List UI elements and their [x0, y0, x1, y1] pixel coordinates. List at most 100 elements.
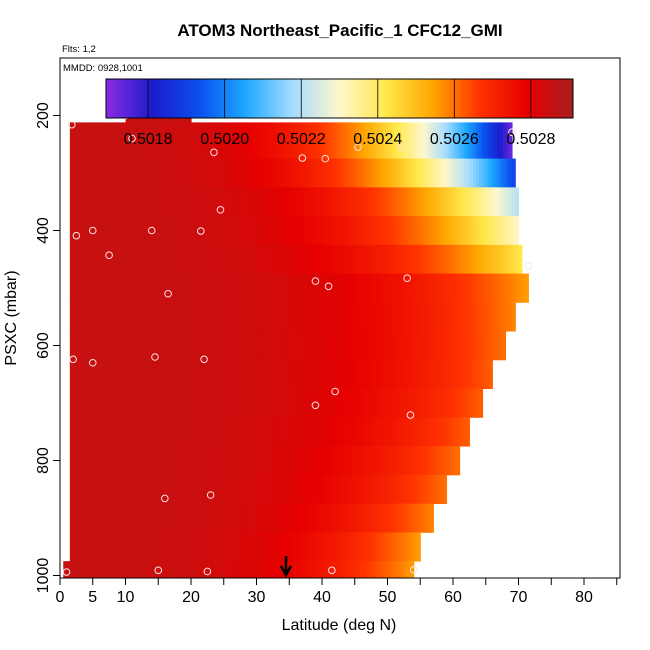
x-tick-label: 70	[510, 589, 528, 606]
heatmap-cell	[406, 503, 410, 533]
observation-point	[311, 401, 320, 410]
heatmap-cell	[99, 187, 104, 217]
heatmap-cell	[291, 474, 295, 505]
heatmap-cell	[250, 331, 254, 361]
heatmap-cell	[375, 446, 380, 476]
heatmap-cell	[357, 532, 361, 562]
heatmap-cell	[205, 302, 209, 332]
heatmap-cell	[258, 532, 263, 562]
heatmap-cell	[286, 503, 290, 533]
heatmap-cell	[350, 216, 355, 246]
heatmap-cell	[90, 446, 95, 476]
heatmap-cell	[369, 532, 373, 562]
heatmap-cell	[162, 216, 167, 246]
heatmap-cell	[150, 359, 155, 390]
heatmap-cell	[246, 273, 251, 303]
x-tick-label: 40	[313, 589, 331, 606]
heatmap-cell	[249, 216, 253, 246]
heatmap-cell	[482, 216, 487, 246]
heatmap-cell	[93, 388, 98, 418]
heatmap-cell	[84, 503, 89, 533]
heatmap-cell	[114, 417, 119, 447]
heatmap-cell	[139, 302, 143, 332]
heatmap-cell	[294, 359, 299, 390]
heatmap-cell	[283, 122, 287, 160]
heatmap-cell	[195, 331, 200, 361]
heatmap-cell	[472, 331, 476, 361]
heatmap-cell	[108, 158, 113, 188]
heatmap-cell	[390, 244, 394, 275]
heatmap-cell	[446, 187, 451, 217]
heatmap-cell	[207, 273, 212, 303]
heatmap-cell	[282, 216, 286, 246]
heatmap-cell	[142, 122, 146, 160]
heatmap-cell	[123, 122, 128, 160]
heatmap-cell	[416, 474, 421, 505]
heatmap-cell	[96, 122, 101, 160]
heatmap-cell	[135, 122, 140, 160]
heatmap-cell	[123, 302, 128, 332]
heatmap-cell	[405, 273, 410, 303]
heatmap-cell	[315, 532, 320, 562]
heatmap-cell	[372, 244, 376, 275]
heatmap-cell	[304, 302, 309, 332]
heatmap-cell	[117, 302, 122, 332]
heatmap-cell	[380, 561, 385, 578]
heatmap-cell	[162, 532, 167, 562]
heatmap-cell	[130, 158, 134, 188]
heatmap-cell	[301, 417, 305, 447]
heatmap-cell	[300, 273, 305, 303]
heatmap-cell	[75, 359, 80, 390]
heatmap-cell	[75, 446, 80, 476]
heatmap-cell	[400, 302, 405, 332]
heatmap-cell	[96, 273, 101, 303]
heatmap-cell	[444, 273, 449, 303]
heatmap-cell	[138, 532, 143, 562]
heatmap-cell	[349, 331, 353, 361]
heatmap-cell	[93, 331, 98, 361]
heatmap-cell	[292, 158, 297, 188]
observation-point	[62, 568, 71, 576]
heatmap-cell	[283, 302, 288, 332]
heatmap-cell	[220, 417, 224, 447]
heatmap-cell	[423, 446, 428, 476]
heatmap-cell	[147, 273, 152, 303]
heatmap-cell	[318, 187, 322, 217]
heatmap-cell	[127, 302, 131, 332]
heatmap-cell	[365, 474, 370, 505]
heatmap-cell	[313, 158, 318, 188]
heatmap-cell	[286, 331, 290, 361]
heatmap-cell	[273, 216, 277, 246]
heatmap-cell	[278, 561, 283, 578]
heatmap-cell	[198, 446, 203, 476]
heatmap-cell	[81, 158, 86, 188]
heatmap-cell	[339, 244, 343, 275]
heatmap-cell	[114, 244, 119, 275]
heatmap-cell	[501, 273, 505, 303]
heatmap-cell	[453, 446, 458, 476]
heatmap-cell	[386, 187, 391, 217]
heatmap-cell	[255, 446, 260, 476]
heatmap-cell	[311, 561, 316, 578]
heatmap-cell	[256, 503, 260, 533]
heatmap-cell	[154, 122, 158, 160]
heatmap-cell	[322, 417, 326, 447]
heatmap-cell	[456, 359, 460, 390]
heatmap-cell	[484, 122, 489, 160]
heatmap-cell	[72, 331, 77, 361]
heatmap-cell	[373, 417, 377, 447]
heatmap-cell	[328, 158, 333, 188]
heatmap-cell	[87, 561, 91, 578]
heatmap-cell	[66, 561, 70, 578]
heatmap-cell	[333, 216, 337, 246]
heatmap-cell	[377, 388, 382, 418]
heatmap-cell	[237, 187, 241, 217]
heatmap-cell	[201, 216, 206, 246]
heatmap-cell	[424, 158, 429, 188]
heatmap-cell	[249, 446, 254, 476]
heatmap-cell	[138, 244, 143, 275]
heatmap-cell	[216, 187, 220, 217]
heatmap-cell	[195, 244, 200, 275]
heatmap-cell	[298, 158, 303, 188]
heatmap-cell	[385, 122, 390, 160]
